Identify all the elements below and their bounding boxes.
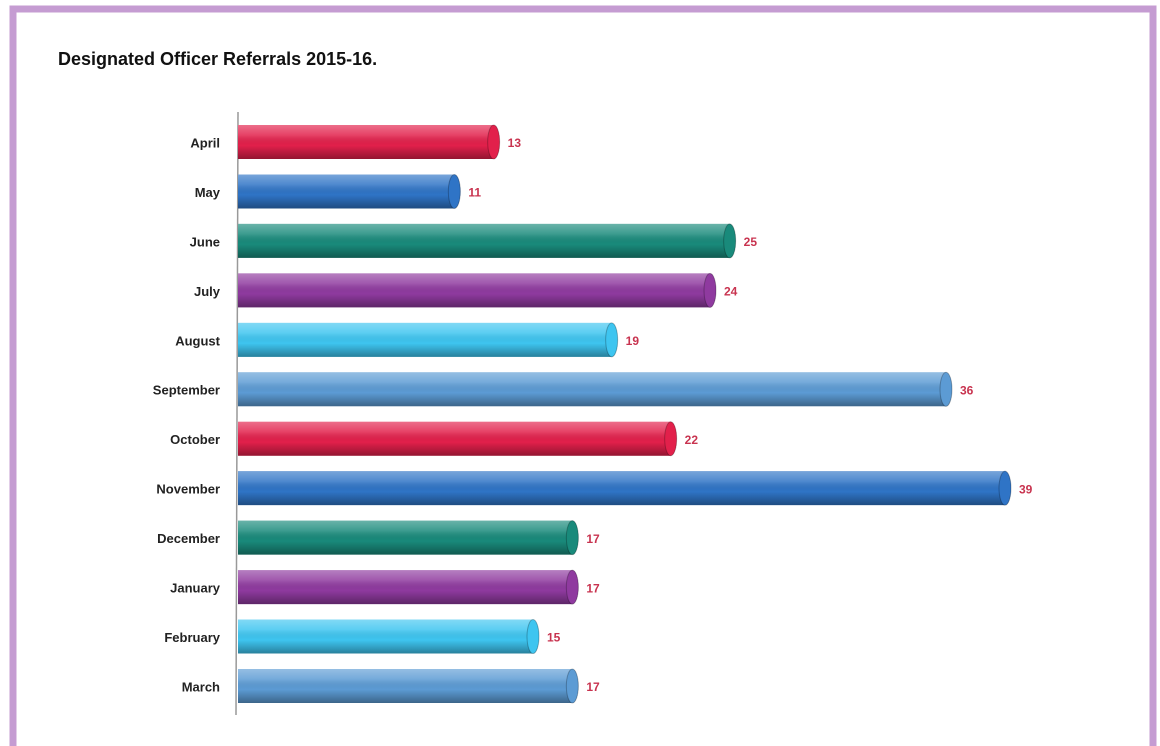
- value-label: 17: [586, 680, 600, 694]
- y-tick-label: August: [175, 333, 220, 348]
- y-tick-label: October: [170, 432, 220, 447]
- bar-shine: [238, 223, 736, 258]
- value-label: 25: [744, 235, 758, 249]
- value-label: 17: [586, 581, 600, 595]
- bar-cap: [723, 223, 737, 259]
- bar-shine: [238, 520, 579, 555]
- value-label: 22: [685, 433, 699, 447]
- value-label: 15: [547, 631, 561, 645]
- bar-cap: [526, 619, 540, 655]
- value-label: 36: [960, 383, 974, 397]
- bar-cap: [998, 470, 1012, 506]
- bar-cap: [605, 322, 619, 358]
- y-tick-label: May: [195, 185, 221, 200]
- value-label: 24: [724, 285, 738, 299]
- bar-cap: [664, 421, 678, 457]
- bar-shine: [238, 174, 461, 209]
- bar-shine: [238, 669, 579, 703]
- bar-cap: [487, 124, 501, 160]
- bar-cap: [565, 520, 579, 556]
- y-tick-label: November: [156, 482, 220, 497]
- y-tick-label: June: [190, 234, 220, 249]
- bar-shine: [238, 421, 677, 456]
- frame: [9, 5, 1157, 746]
- bar-shine: [238, 471, 1011, 506]
- bar-cap: [565, 668, 579, 704]
- value-label: 39: [1019, 482, 1033, 496]
- y-tick-label: December: [157, 531, 220, 546]
- bar-shine: [238, 273, 716, 308]
- chart-title: Designated Officer Referrals 2015-16.: [58, 49, 377, 69]
- y-tick-label: September: [153, 383, 220, 398]
- bar-shine: [238, 125, 500, 159]
- value-label: 11: [468, 186, 481, 200]
- bar-shine: [238, 570, 579, 605]
- bar-cap: [703, 272, 717, 308]
- y-tick-label: March: [182, 679, 220, 694]
- value-label: 17: [586, 532, 600, 546]
- y-tick-label: February: [164, 630, 220, 645]
- bar-cap: [939, 371, 953, 407]
- bar-cap: [447, 173, 461, 209]
- value-label: 19: [626, 334, 640, 348]
- y-tick-label: January: [170, 581, 221, 596]
- y-tick-label: July: [194, 284, 221, 299]
- y-tick-label: April: [190, 135, 220, 150]
- bar-shine: [238, 619, 539, 654]
- bar-shine: [238, 322, 618, 357]
- value-label: 13: [508, 136, 522, 150]
- bar-cap: [565, 569, 579, 605]
- bar-shine: [238, 372, 952, 407]
- axis-line: [235, 111, 239, 716]
